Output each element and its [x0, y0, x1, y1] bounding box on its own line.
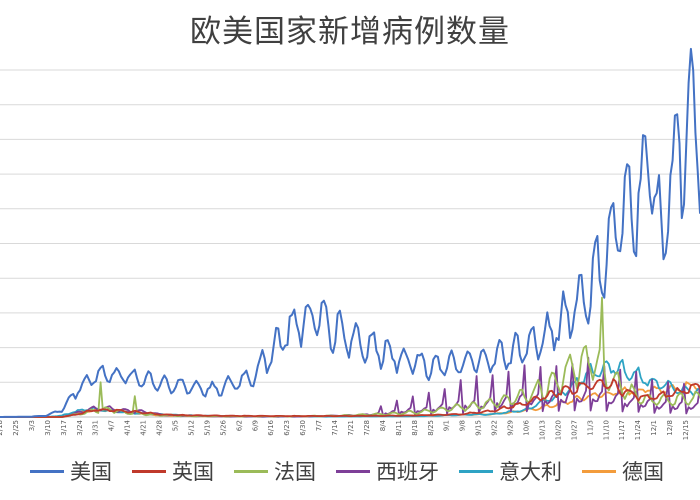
legend-label: 西班牙: [376, 460, 439, 484]
x-tick-label: 7/21: [347, 420, 355, 436]
x-tick-label: 5/26: [219, 419, 227, 435]
x-tick-label: 9/1: [443, 420, 451, 431]
x-tick-label: 9/29: [507, 420, 515, 436]
legend-item: 西班牙: [336, 456, 439, 486]
x-axis: 2/18 2/25 3/3 3/10 3/17 3/24 3/31 4/7 4/14 4/21 4/…: [0, 416, 700, 440]
x-tick-label: 9/15: [475, 420, 483, 436]
x-tick-label: 2/18: [0, 420, 4, 436]
x-tick-label: 4/21: [140, 420, 148, 436]
legend-item: 意大利: [459, 456, 562, 486]
legend-swatch: [336, 469, 370, 473]
series-line-1: [0, 378, 700, 418]
x-tick-label: 6/30: [299, 420, 307, 436]
x-tick-label: 7/14: [331, 419, 339, 435]
x-tick-label: 8/25: [427, 420, 435, 436]
x-tick-label: 4/14: [124, 419, 132, 435]
legend-label: 美国: [70, 460, 112, 484]
x-tick-label: 6/9: [251, 420, 259, 431]
legend-label: 法国: [274, 460, 316, 484]
x-tick-label: 3/24: [76, 419, 84, 435]
x-tick-label: 12/8: [666, 420, 674, 436]
x-tick-label: 6/23: [283, 420, 291, 436]
legend-item: 德国: [582, 456, 664, 486]
x-tick-label: 10/13: [538, 420, 546, 440]
series-lines: [0, 47, 700, 418]
legend-label: 德国: [622, 460, 664, 484]
x-tick-label: 5/5: [172, 420, 180, 431]
x-tick-label: 8/11: [395, 420, 403, 436]
x-tick-label: 5/19: [203, 420, 211, 436]
legend-swatch: [582, 469, 616, 473]
x-tick-label: 11/24: [634, 419, 642, 440]
legend-swatch: [30, 469, 64, 473]
x-tick-label: 2/25: [12, 420, 20, 436]
x-tick-label: 8/18: [411, 420, 419, 436]
x-tick-label: 11/17: [618, 420, 626, 440]
legend-item: 美国: [30, 456, 112, 486]
x-tick-label: 7/28: [363, 420, 371, 436]
x-tick-label: 4/28: [156, 420, 164, 436]
x-tick-label: 9/22: [491, 420, 499, 436]
x-tick-label: 3/3: [28, 420, 36, 431]
x-tick-label: 10/20: [554, 420, 562, 440]
x-tick-label: 3/10: [44, 420, 52, 436]
legend-label: 英国: [172, 460, 214, 484]
x-tick-label: 12/15: [682, 420, 690, 440]
chart-title: 欧美国家新增病例数量: [190, 14, 510, 50]
x-tick-label: 12/1: [650, 420, 658, 436]
x-tick-label: 11/10: [602, 420, 610, 440]
x-tick-label: 7/7: [315, 420, 323, 431]
x-tick-label: 4/7: [108, 420, 116, 431]
legend-label: 意大利: [499, 460, 562, 484]
x-tick-label: 10/27: [570, 420, 578, 440]
series-line-0: [0, 47, 700, 418]
x-tick-label: 9/8: [459, 420, 467, 431]
x-tick-label: 6/16: [267, 419, 275, 435]
x-tick-label: 5/12: [187, 420, 195, 436]
legend-item: 法国: [234, 456, 316, 486]
x-tick-label: 3/31: [92, 420, 100, 436]
x-tick-label: 6/2: [235, 420, 243, 431]
chart-legend: 美国 英国 法国 西班牙 意大利 德国: [30, 454, 700, 488]
x-tick-label: 8/4: [379, 419, 387, 431]
x-tick-label: 10/6: [523, 419, 531, 435]
legend-swatch: [459, 469, 493, 473]
legend-swatch: [234, 469, 268, 473]
legend-swatch: [132, 469, 166, 473]
x-tick-label: 3/17: [60, 420, 68, 436]
legend-item: 英国: [132, 456, 214, 486]
x-tick-label: 11/3: [586, 420, 594, 436]
